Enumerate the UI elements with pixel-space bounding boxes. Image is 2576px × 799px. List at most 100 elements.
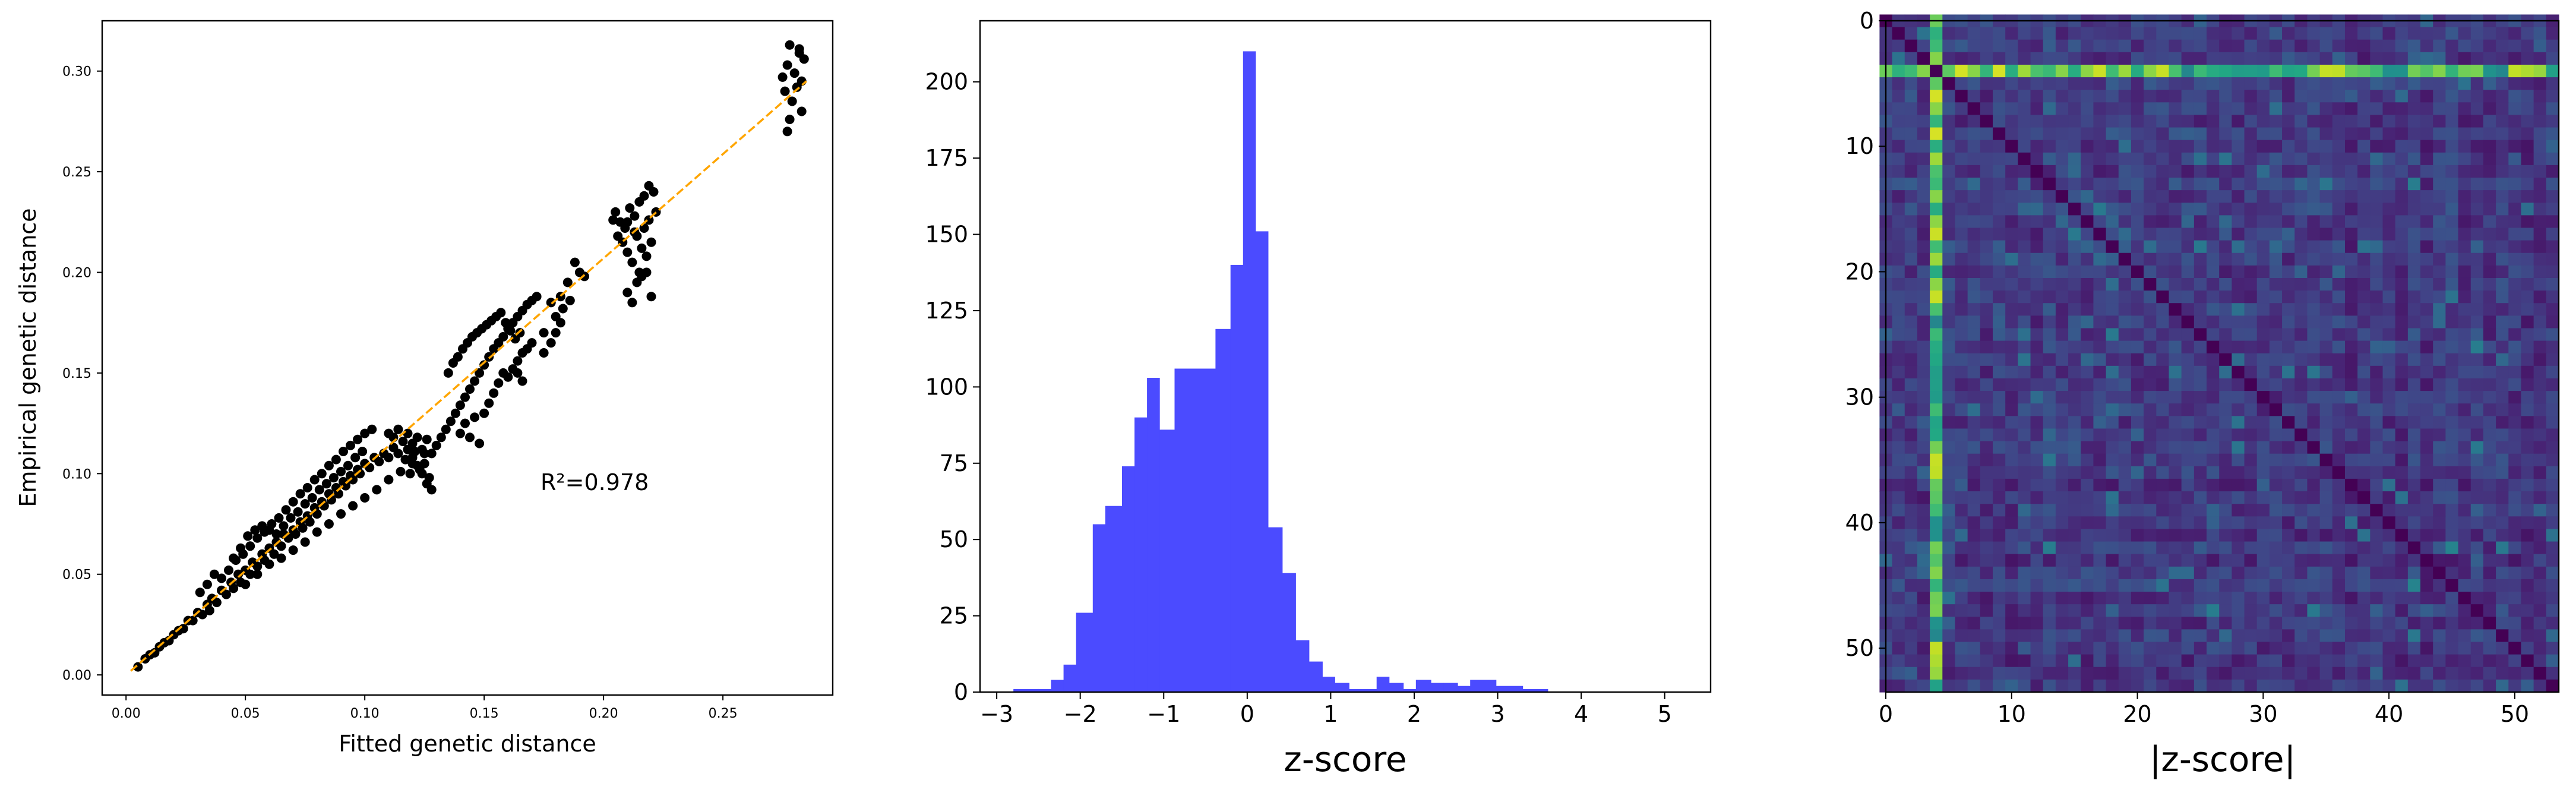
- heatmap-cell: [2445, 315, 2459, 329]
- heatmap-cell: [2508, 140, 2522, 153]
- heatmap-cell: [2533, 353, 2547, 367]
- heatmap-cell: [2118, 378, 2132, 391]
- heatmap-cell: [2043, 403, 2056, 416]
- heatmap-cell: [1930, 667, 1943, 680]
- heatmap-cell: [2508, 466, 2522, 479]
- scatter-point: [625, 203, 635, 213]
- heatmap-cell: [1993, 90, 2006, 103]
- heatmap-cell: [1904, 303, 1918, 316]
- heatmap-cell: [2068, 252, 2081, 266]
- heatmap-cell: [2081, 592, 2094, 605]
- heatmap-cell: [2458, 592, 2471, 605]
- heatmap-cell: [1942, 592, 1956, 605]
- heatmap-cell: [1980, 115, 1993, 128]
- heatmap-cell: [2483, 315, 2496, 329]
- scatter-point: [195, 588, 205, 598]
- heatmap-cell: [2294, 604, 2308, 617]
- heatmap-cell: [2382, 152, 2396, 166]
- heatmap-cell: [2256, 441, 2270, 454]
- heatmap-cell: [2093, 453, 2107, 467]
- heatmap-cell: [2521, 90, 2534, 103]
- heatmap-cell: [2294, 629, 2308, 643]
- heatmap-cell: [2207, 365, 2220, 379]
- heatmap-cell: [2508, 403, 2522, 416]
- heatmap-cell: [2420, 541, 2433, 555]
- heatmap-cell: [2332, 277, 2346, 291]
- heatmap-cell: [2357, 554, 2370, 567]
- heatmap-cell: [2181, 178, 2195, 191]
- heatmap-cell: [2282, 127, 2295, 141]
- heatmap-cell: [1942, 290, 1956, 304]
- heatmap-cell: [1892, 529, 1905, 542]
- heatmap-cell: [2546, 391, 2559, 404]
- heatmap-cell: [2533, 265, 2547, 279]
- scatter-point: [300, 537, 310, 547]
- heatmap-cell: [2030, 403, 2044, 416]
- heatmap-cell: [1955, 428, 1968, 442]
- heatmap-cell: [2533, 178, 2547, 191]
- heatmap-cell: [2181, 252, 2195, 266]
- heatmap-cell: [2546, 240, 2559, 254]
- heatmap-cell: [2445, 52, 2459, 65]
- scatter-point: [641, 251, 652, 261]
- heatmap-cell: [1904, 378, 1918, 391]
- heatmap-cell: [2483, 290, 2496, 304]
- heatmap-cell: [1892, 102, 1905, 116]
- heatmap-cell: [2344, 303, 2358, 316]
- heatmap-cell: [2407, 491, 2421, 504]
- x-tick-label: 1: [1323, 701, 1338, 727]
- heatmap-cell: [2407, 328, 2421, 342]
- heatmap-cell: [2508, 190, 2522, 203]
- scatter-point: [271, 529, 282, 539]
- heatmap-cell: [2521, 541, 2534, 555]
- heatmap-cell: [1980, 654, 1993, 668]
- heatmap-cell: [2483, 328, 2496, 342]
- heatmap-cell: [2382, 27, 2396, 40]
- scatter-point: [202, 579, 212, 589]
- heatmap-cell: [2093, 391, 2107, 404]
- heatmap-cell: [2181, 240, 2195, 254]
- heatmap-cell: [2470, 391, 2484, 404]
- heatmap-cell: [2181, 378, 2195, 391]
- heatmap-cell: [1892, 491, 1905, 504]
- y-tick-label: 0.05: [62, 568, 91, 583]
- heatmap-cell: [2332, 566, 2346, 580]
- heatmap-cell: [1955, 127, 1968, 141]
- heatmap-cell: [2357, 64, 2370, 78]
- heatmap-cell: [2030, 529, 2044, 542]
- heatmap-cell: [2458, 127, 2471, 141]
- histogram-bar: [1295, 640, 1310, 692]
- heatmap-cell: [2458, 215, 2471, 229]
- heatmap-cell: [2043, 529, 2056, 542]
- heatmap-cell: [2496, 566, 2509, 580]
- heatmap-cell: [2193, 365, 2207, 379]
- heatmap-cell: [1917, 529, 1930, 542]
- heatmap-cell: [2496, 453, 2509, 467]
- heatmap-cell: [2219, 617, 2232, 630]
- heatmap-cell: [2093, 441, 2107, 454]
- heatmap-cell: [2131, 441, 2144, 454]
- heatmap-cell: [2546, 504, 2559, 517]
- heatmap-cell: [2533, 403, 2547, 416]
- heatmap-cell: [2018, 328, 2031, 342]
- heatmap-cell: [2156, 240, 2170, 254]
- heatmap-cell: [2445, 115, 2459, 128]
- heatmap-cell: [2043, 277, 2056, 291]
- heatmap-cell: [2055, 353, 2069, 367]
- heatmap-cell: [2055, 516, 2069, 530]
- heatmap-cell: [2357, 77, 2370, 90]
- heatmap-cell: [2005, 629, 2018, 643]
- heatmap-cell: [2181, 353, 2195, 367]
- heatmap-cell: [2244, 378, 2258, 391]
- heatmap-cell: [2407, 252, 2421, 266]
- heatmap-cell: [2282, 64, 2295, 78]
- heatmap-cell: [2395, 579, 2409, 592]
- heatmap-cell: [2256, 403, 2270, 416]
- heatmap-cell: [2282, 516, 2295, 530]
- heatmap-cell: [2433, 165, 2446, 178]
- heatmap-cell: [1955, 453, 1968, 467]
- scatter-point: [336, 466, 346, 476]
- heatmap-cell: [2018, 77, 2031, 90]
- heatmap-cell: [2131, 203, 2144, 216]
- y-tick-label: 0.15: [62, 367, 91, 381]
